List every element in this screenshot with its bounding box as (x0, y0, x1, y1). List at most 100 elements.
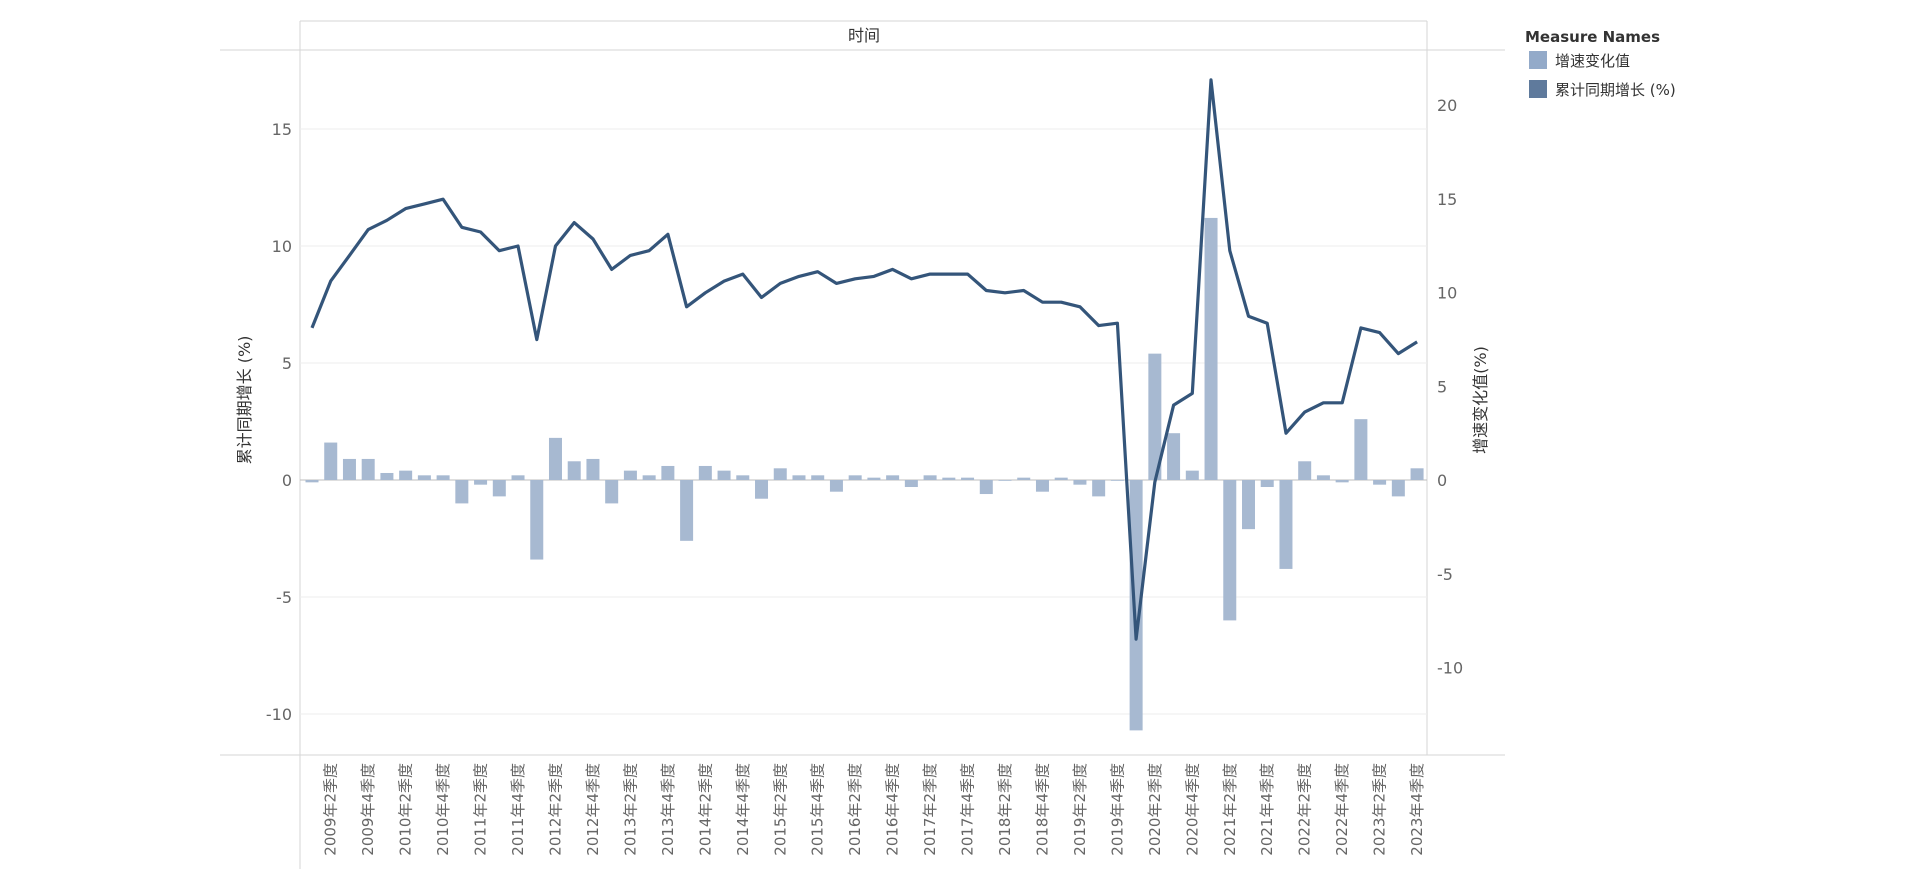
bar (548, 437, 562, 480)
right-axis-ticks: 20 15 10 5 0 -5 -10 (1437, 96, 1463, 678)
bar (1391, 480, 1405, 497)
right-tick-label: 20 (1437, 96, 1457, 115)
left-tick-label: -5 (276, 588, 292, 607)
x-tick-label: 2023年2季度 (1371, 763, 1389, 856)
bar (998, 480, 1012, 481)
right-tick-label: -10 (1437, 659, 1463, 678)
x-tick-label: 2020年2季度 (1146, 763, 1164, 856)
bar (642, 475, 656, 480)
x-tick-label: 2014年2季度 (696, 763, 714, 856)
bar (1129, 480, 1143, 731)
right-axis-title: 增速变化值(%) (1471, 346, 1490, 454)
x-tick-label: 2019年4季度 (1108, 763, 1126, 856)
x-tick-label: 2016年2季度 (846, 763, 864, 856)
legend-label-cumulative-growth: 累计同期增长 (%) (1555, 81, 1676, 99)
bar (1204, 217, 1218, 481)
x-tick-label: 2016年4季度 (884, 763, 902, 856)
bar (417, 475, 431, 480)
x-tick-label: 2011年4季度 (509, 763, 527, 856)
bar (923, 475, 937, 480)
x-tick-label: 2015年2季度 (771, 763, 789, 856)
right-tick-label: 10 (1437, 284, 1457, 303)
bar (623, 470, 637, 480)
bar (567, 461, 581, 480)
left-tick-label: 5 (282, 354, 292, 373)
x-tick-label: 2015年4季度 (809, 763, 827, 856)
bar (717, 470, 731, 480)
legend-swatch-growth-change (1529, 51, 1547, 69)
x-tick-label: 2013年4季度 (659, 763, 677, 856)
x-tick-label: 2009年2季度 (322, 763, 340, 856)
x-tick-label: 2022年2季度 (1296, 763, 1314, 856)
bar (829, 480, 843, 492)
bar (399, 470, 413, 480)
x-tick-label: 2018年2季度 (996, 763, 1014, 856)
bar (605, 480, 619, 504)
bar (680, 480, 694, 541)
x-tick-label: 2020年4季度 (1183, 763, 1201, 856)
legend-title: Measure Names (1525, 28, 1660, 46)
bar (886, 475, 900, 480)
bar (811, 475, 825, 480)
x-tick-label: 2019年2季度 (1071, 763, 1089, 856)
x-tick-label: 2013年2季度 (621, 763, 639, 856)
bar (474, 480, 488, 485)
bar (305, 480, 319, 483)
bar (1054, 477, 1068, 480)
right-tick-label: 0 (1437, 471, 1447, 490)
x-tick-label: 2012年4季度 (584, 763, 602, 856)
line-series (310, 78, 1418, 641)
chart-frame (220, 20, 1505, 869)
x-tick-label: 2021年4季度 (1258, 763, 1276, 856)
bar (1185, 470, 1199, 480)
x-tick-label: 2009年4季度 (359, 763, 377, 856)
bar (1335, 480, 1349, 483)
bar (904, 480, 918, 488)
gridlines (300, 128, 1427, 715)
left-axis-ticks: 15 10 5 0 -5 -10 (266, 120, 292, 724)
legend: Measure Names 增速变化值 累计同期增长 (%) (1525, 28, 1676, 99)
bar (942, 477, 956, 480)
bar (380, 472, 394, 480)
bar (698, 465, 712, 480)
bar (661, 465, 675, 480)
bar (773, 468, 787, 480)
x-tick-label: 2014年4季度 (734, 763, 752, 856)
bar (1242, 480, 1255, 530)
bar (511, 475, 525, 480)
bar (792, 475, 806, 480)
x-tick-label: 2012年2季度 (547, 763, 565, 856)
right-tick-label: 15 (1437, 190, 1457, 209)
bar (1354, 419, 1368, 480)
bar (530, 480, 544, 560)
bar (1279, 480, 1293, 569)
bar (1017, 477, 1031, 480)
bar (586, 458, 600, 480)
x-tick-label: 2010年2季度 (397, 763, 415, 856)
x-tick-label: 2010年4季度 (434, 763, 452, 856)
bar (324, 442, 338, 480)
header-label: 时间 (848, 26, 880, 45)
bar (1035, 480, 1049, 492)
x-tick-label: 2021年2季度 (1221, 763, 1239, 856)
bar (1260, 480, 1274, 488)
bar (1167, 433, 1181, 480)
x-tick-label: 2011年2季度 (472, 763, 490, 856)
bar (1092, 480, 1106, 497)
legend-swatch-cumulative-growth (1529, 80, 1547, 98)
bar (961, 477, 975, 480)
bar (867, 477, 881, 480)
left-tick-label: -10 (266, 705, 292, 724)
bar (1298, 461, 1312, 480)
bar (736, 475, 750, 480)
bar (848, 475, 862, 480)
bar (1373, 480, 1387, 485)
x-axis-tick-labels: 2009年2季度 2009年4季度 2010年2季度 2010年4季度 2011年2季度… (322, 763, 1426, 856)
bar (1110, 480, 1124, 481)
right-tick-label: -5 (1437, 565, 1453, 584)
x-tick-label: 2017年2季度 (921, 763, 939, 856)
bar-series (305, 217, 1424, 731)
bar (436, 475, 450, 480)
left-axis-title: 累计同期增长 (%) (235, 336, 254, 465)
